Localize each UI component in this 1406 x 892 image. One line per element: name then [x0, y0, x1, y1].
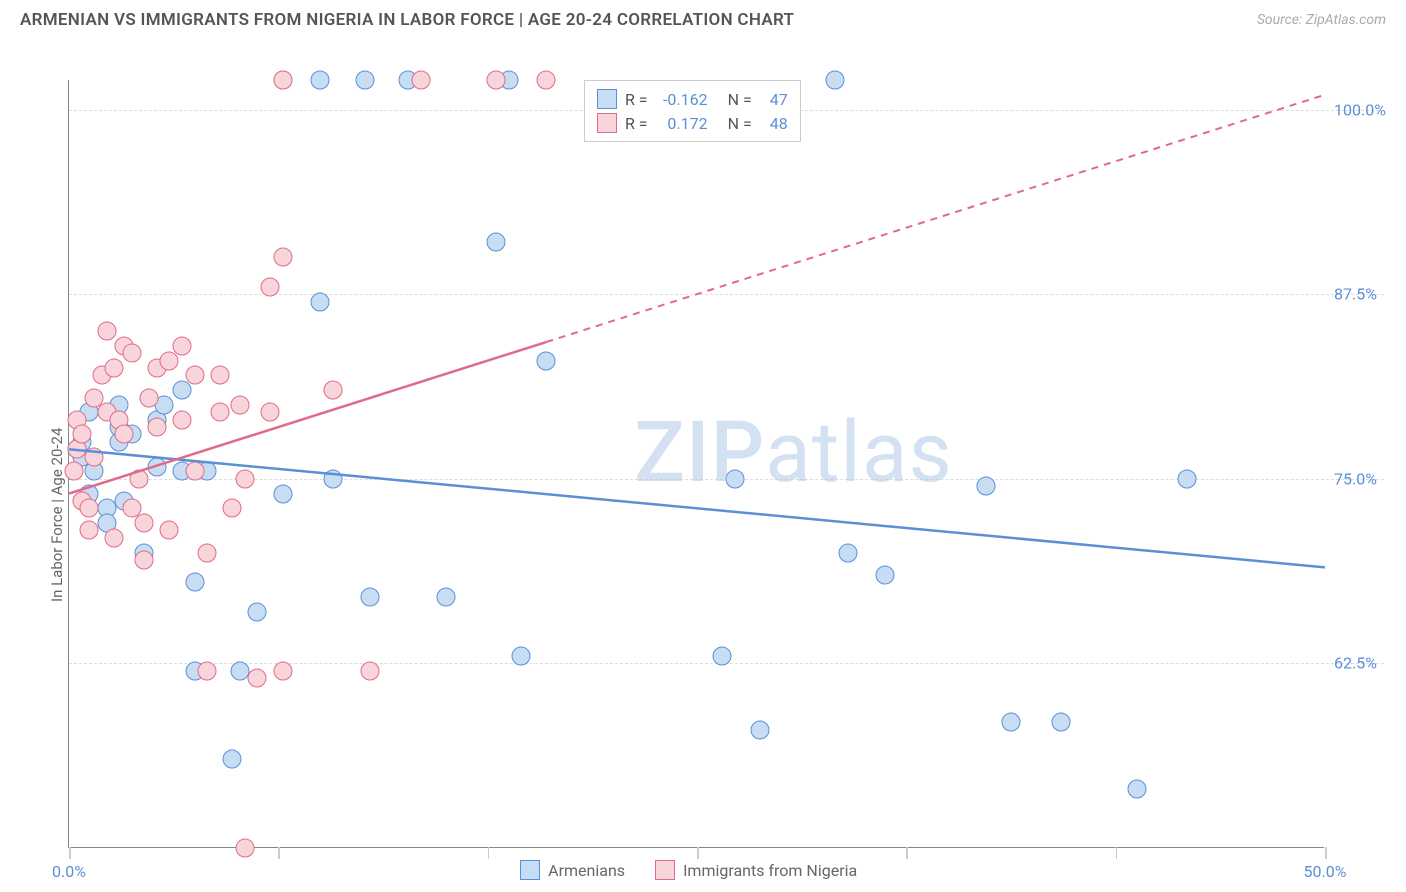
x-tick — [697, 847, 699, 859]
legend-swatch — [655, 860, 675, 880]
stat-n-value: 48 — [760, 114, 788, 133]
legend-swatch — [520, 860, 540, 880]
stat-r-label: R = — [625, 114, 648, 133]
legend-label: Immigrants from Nigeria — [683, 861, 857, 880]
x-tick — [278, 847, 280, 859]
legend-swatch — [597, 113, 617, 133]
stats-legend-box: R = -0.162 N = 47 R = 0.172 N = 48 — [584, 80, 801, 142]
x-tick — [488, 847, 490, 859]
y-tick-label: 75.0% — [1334, 469, 1394, 488]
y-axis-label: In Labor Force | Age 20-24 — [48, 428, 66, 602]
x-tick — [1325, 847, 1327, 859]
legend-item: Armenians — [520, 860, 625, 880]
x-tick — [69, 847, 71, 859]
legend-label: Armenians — [548, 861, 625, 880]
trend-lines — [69, 80, 1325, 848]
stat-n-label: N = — [728, 90, 752, 109]
x-tick — [906, 847, 908, 859]
plot-area: ZIPatlas R = -0.162N = 47R = 0.172N = 48… — [68, 80, 1324, 848]
y-tick-label: 87.5% — [1334, 285, 1394, 304]
legend-swatch — [597, 89, 617, 109]
source-label: Source: ZipAtlas.com — [1257, 12, 1386, 28]
trend-line — [69, 449, 1325, 567]
legend-item: Immigrants from Nigeria — [655, 860, 857, 880]
stats-row: R = 0.172 N = 48 — [597, 111, 788, 135]
x-tick-label: 0.0% — [52, 862, 86, 881]
x-tick-label: 50.0% — [1304, 862, 1347, 881]
stat-r-value: 0.172 — [656, 114, 708, 133]
y-tick-label: 62.5% — [1334, 654, 1394, 673]
bottom-legend: Armenians Immigrants from Nigeria — [520, 860, 857, 880]
stat-n-label: N = — [728, 114, 752, 133]
y-tick-label: 100.0% — [1334, 100, 1394, 119]
stat-r-label: R = — [625, 90, 648, 109]
stats-row: R = -0.162 N = 47 — [597, 87, 788, 111]
chart-title: ARMENIAN VS IMMIGRANTS FROM NIGERIA IN L… — [20, 10, 794, 30]
stat-n-value: 47 — [760, 90, 788, 109]
x-tick — [1116, 847, 1118, 859]
stat-r-value: -0.162 — [656, 90, 708, 109]
